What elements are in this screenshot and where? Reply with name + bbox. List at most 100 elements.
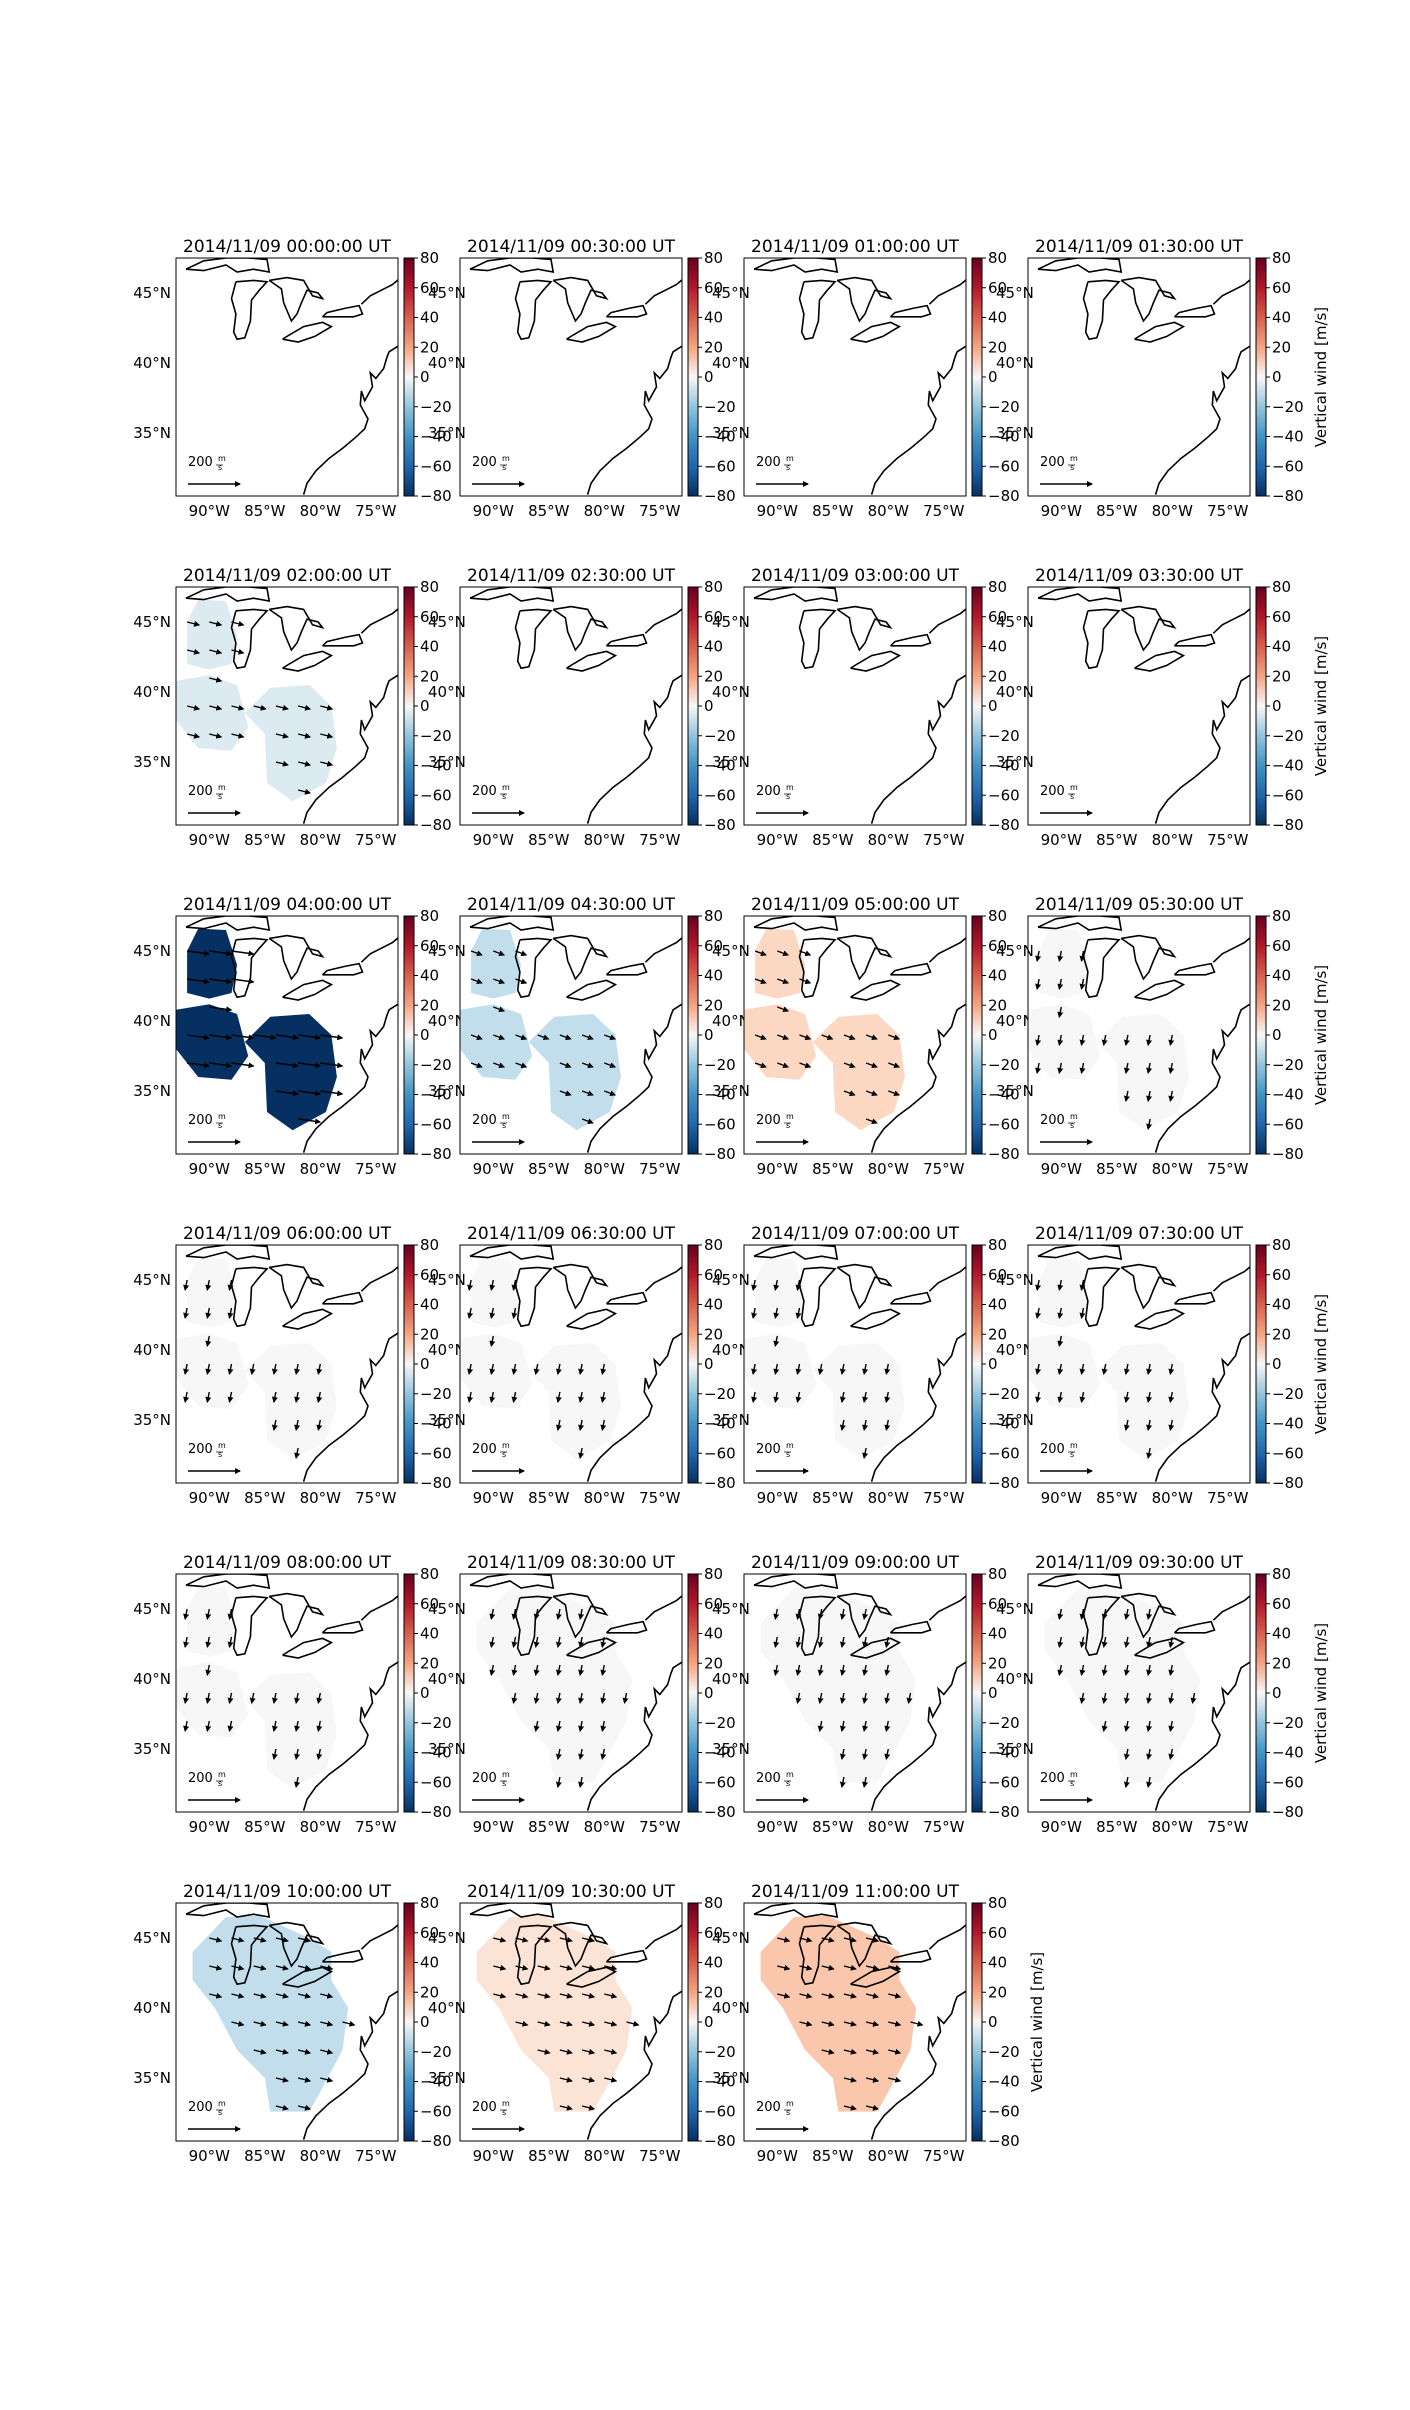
wind-vector [298, 1118, 322, 1125]
wind-vector [777, 1062, 790, 1069]
coastline [1154, 345, 1250, 495]
x-tick-label: 85°W [244, 1160, 286, 1178]
wind-vector [320, 704, 334, 711]
wind-vector [888, 1034, 901, 1041]
wind-vector [1079, 950, 1086, 962]
colorbar-tick-label: −80 [704, 1803, 736, 1821]
wind-vector [511, 1279, 518, 1291]
coastline [889, 962, 932, 976]
colorbar-tick-label: 0 [988, 1684, 998, 1702]
reference-vector-unit: m [786, 1112, 794, 1121]
colorbar-tick-label: 80 [420, 1236, 439, 1254]
reference-vector-unit: m [502, 1112, 510, 1121]
wind-vector [1146, 1720, 1153, 1732]
coastline [605, 633, 648, 647]
wind-vector [489, 1307, 496, 1319]
coastline [1212, 1265, 1250, 1292]
colorbar [1255, 1244, 1267, 1484]
colorbar-tick-label: 60 [988, 1924, 1007, 1942]
wind-vector [316, 1692, 323, 1704]
panel-frame [743, 1573, 967, 1813]
reference-vector-unit: s [786, 1450, 790, 1459]
x-tick-label: 85°W [812, 1489, 854, 1507]
x-tick-label: 75°W [1207, 502, 1249, 520]
x-tick-label: 75°W [1207, 1818, 1249, 1836]
wind-vector [884, 1748, 891, 1760]
wind-vector [470, 1034, 483, 1041]
wind-vector [839, 1608, 846, 1620]
wind-vector [600, 1720, 607, 1732]
wind-vector [865, 2076, 880, 2083]
colorbar-tick-label: 60 [988, 1595, 1007, 1613]
wind-vector [1123, 1090, 1130, 1102]
wind-vector [839, 1419, 846, 1431]
colorbar-tick-label: −40 [704, 757, 736, 775]
reference-vector: 200 ms [756, 1441, 809, 1474]
wind-vector [865, 1090, 878, 1097]
wind-vector [297, 732, 312, 739]
wind-vector [862, 1363, 869, 1375]
wind-vector [271, 1720, 278, 1732]
colorbar [971, 1244, 983, 1484]
wind-vector [511, 1307, 518, 1319]
colorbar-tick-label: 0 [1272, 697, 1282, 715]
colorbar-tick-label: 0 [704, 1026, 714, 1044]
colorbar-tick-label: 60 [420, 937, 439, 955]
wind-vector [320, 1992, 334, 1999]
colorbar-tick-label: 40 [704, 1296, 723, 1314]
wind-vector [1101, 1034, 1108, 1046]
wind-vector [294, 1692, 301, 1704]
wind-vector [1123, 1664, 1130, 1676]
wind-vector [817, 1363, 824, 1375]
y-tick-label: 35°N [996, 753, 1034, 771]
colorbar-tick-label: −60 [988, 2102, 1020, 2120]
coastline [230, 1595, 269, 1657]
x-tick-label: 90°W [757, 831, 799, 849]
wind-vector [817, 1720, 824, 1732]
wind-field-region [1096, 1014, 1189, 1131]
reference-vector-unit: m [786, 454, 794, 463]
x-tick-label: 90°W [473, 831, 515, 849]
wind-vector [183, 1636, 190, 1648]
coastline [1173, 962, 1216, 976]
colorbar-tick-label: −20 [704, 2043, 736, 2061]
wind-vector [799, 1062, 812, 1069]
y-tick-label: 45°N [428, 613, 466, 631]
panel-title: 2014/11/09 10:00:00 UT [183, 1882, 392, 1902]
colorbar-tick-label: −60 [988, 457, 1020, 475]
y-tick-label: 45°N [133, 613, 171, 631]
reference-vector-unit: s [786, 2108, 790, 2117]
wind-vector [205, 1279, 212, 1291]
panel-frame [1027, 915, 1251, 1155]
wind-vector [1101, 1720, 1108, 1732]
wind-vector [297, 2048, 312, 2055]
coastline [1173, 1620, 1216, 1634]
reference-vector-unit: s [786, 1779, 790, 1788]
y-tick-label: 35°N [133, 1082, 171, 1100]
wind-vector [799, 1964, 813, 1971]
reference-vector: 200 ms [756, 783, 809, 816]
reference-vector-label: 200 [188, 784, 213, 799]
wind-vector [537, 2020, 551, 2027]
map-area [744, 916, 966, 1153]
panel-title: 2014/11/09 00:30:00 UT [467, 237, 676, 257]
coastline [282, 1308, 334, 1330]
coastline [302, 1661, 398, 1811]
x-tick-label: 80°W [1152, 831, 1194, 849]
wind-vector [1123, 1720, 1130, 1732]
panel-frame [459, 586, 683, 826]
wind-field-region [187, 928, 238, 999]
wind-vector [865, 1992, 880, 1999]
coastline [282, 1637, 334, 1659]
coastline [230, 937, 269, 999]
coastline [302, 1003, 398, 1153]
wind-vector [600, 1391, 607, 1403]
wind-vector [209, 950, 233, 957]
colorbar-tick-label: −80 [1272, 1803, 1304, 1821]
coastline [514, 1924, 553, 1986]
colorbar-tick-label: −40 [988, 1744, 1020, 1762]
map-area [469, 1574, 682, 1811]
wind-vector [186, 648, 201, 655]
wind-vector [1146, 1776, 1153, 1788]
